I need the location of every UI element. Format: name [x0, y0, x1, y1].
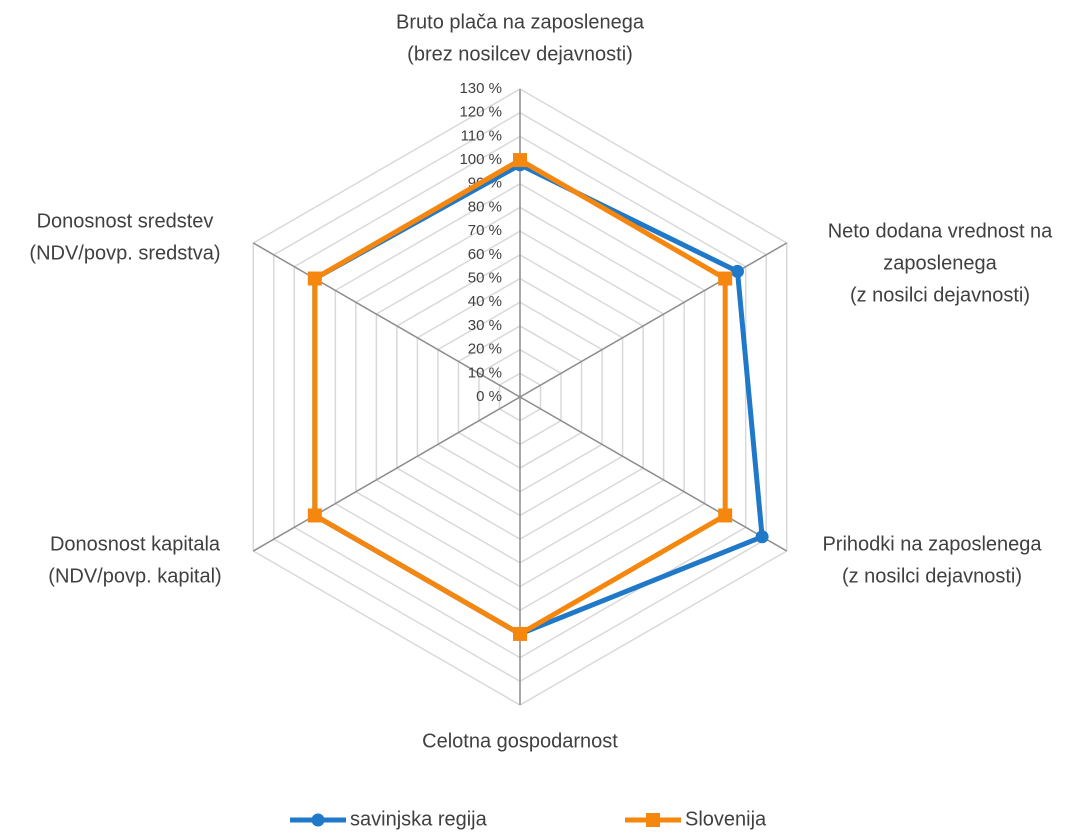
legend-item: savinjska regija — [290, 808, 488, 830]
tick-label: 100 % — [459, 151, 502, 168]
category-label: Bruto plača na zaposlenega — [396, 11, 645, 33]
tick-label: 110 % — [461, 127, 502, 144]
marker — [311, 813, 325, 827]
category-label: Prihodki na zaposlenega — [822, 533, 1042, 555]
category-label: (z nosilci dejavnosti) — [850, 284, 1030, 306]
tick-label: 30 % — [468, 317, 502, 334]
category-label: Neto dodana vrednost na — [828, 220, 1053, 242]
category-label: (NDV/povp. sredstva) — [29, 242, 220, 264]
category-label: (z nosilci dejavnosti) — [842, 565, 1022, 587]
marker — [718, 271, 733, 286]
category-label: Donosnost kapitala — [50, 533, 221, 555]
axis-line — [519, 396, 788, 552]
marker — [513, 153, 527, 168]
category-label: Donosnost sredstev — [37, 210, 214, 232]
tick-label: 10 % — [468, 364, 502, 381]
tick-label: 50 % — [468, 270, 502, 287]
category-label: (NDV/povp. kapital) — [48, 565, 221, 587]
marker — [755, 530, 769, 544]
series-line — [312, 162, 765, 637]
tick-label: 40 % — [468, 293, 502, 310]
marker — [718, 508, 733, 523]
tick-label: 70 % — [468, 222, 502, 239]
category-label: Celotna gospodarnost — [422, 730, 618, 752]
axis-line — [252, 242, 521, 398]
marker — [307, 271, 322, 286]
marker — [307, 508, 322, 523]
tick-label: 130 % — [459, 80, 502, 97]
tick-label: 80 % — [468, 198, 502, 215]
legend-item: Slovenija — [625, 808, 767, 830]
marker — [730, 264, 744, 278]
marker — [646, 813, 660, 827]
tick-label: 60 % — [468, 246, 502, 263]
tick-label: 20 % — [468, 341, 502, 358]
tick-label: 0 % — [476, 388, 502, 405]
axis-line — [252, 396, 521, 552]
category-label: zaposlenega — [883, 252, 997, 274]
tick-label: 120 % — [459, 104, 502, 121]
legend-label: Slovenija — [685, 808, 767, 830]
legend-label: savinjska regija — [350, 808, 488, 830]
marker — [513, 626, 527, 641]
category-label: (brez nosilcev dejavnosti) — [407, 43, 633, 65]
